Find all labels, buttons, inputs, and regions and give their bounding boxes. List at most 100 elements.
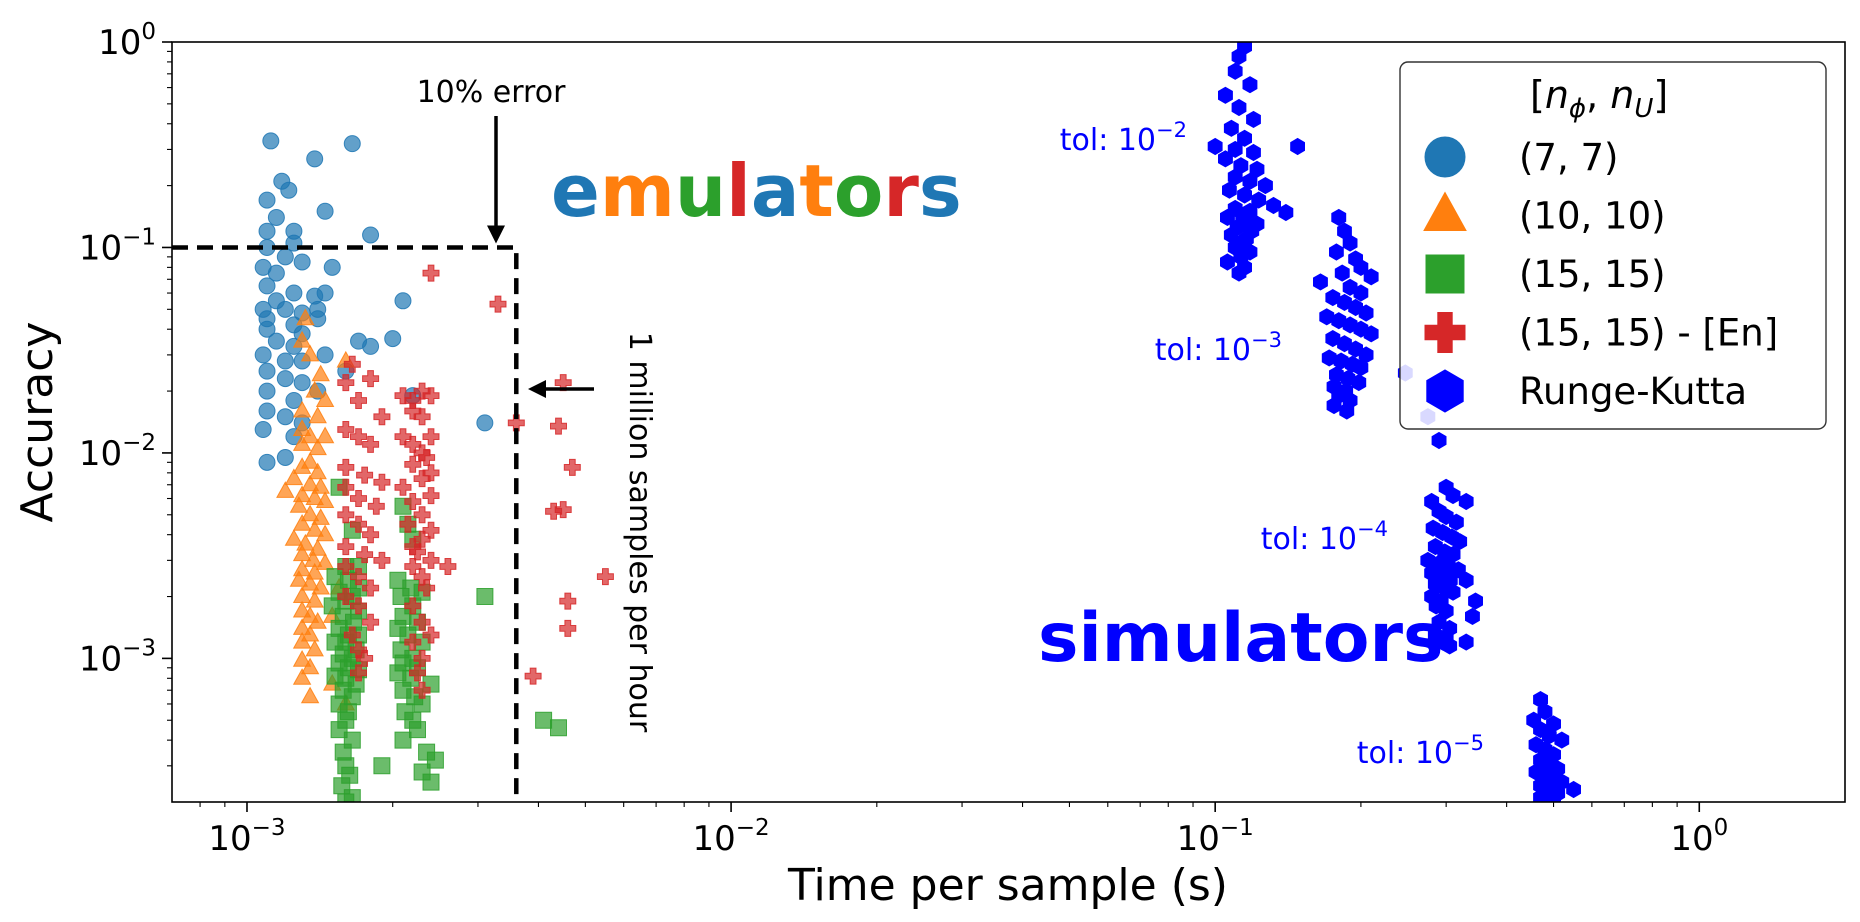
data-point xyxy=(439,558,457,575)
x-axis-label: Time per sample (s) xyxy=(787,860,1228,911)
data-point xyxy=(292,400,312,418)
series-1-points xyxy=(254,132,494,471)
data-point xyxy=(1337,335,1352,353)
data-point xyxy=(1445,583,1461,601)
data-point xyxy=(362,579,380,597)
data-point xyxy=(293,374,311,392)
tol-label: tol: 10−4 xyxy=(1261,517,1388,557)
data-point xyxy=(373,408,391,426)
data-point xyxy=(1325,330,1341,348)
data-point xyxy=(563,458,581,476)
data-point xyxy=(413,530,431,548)
data-point xyxy=(315,390,335,407)
rate-threshold-label: 1 million samples per hour xyxy=(622,332,657,733)
data-point xyxy=(413,681,431,699)
data-point xyxy=(1227,140,1243,158)
data-point xyxy=(292,649,312,667)
data-point xyxy=(350,597,367,615)
data-point xyxy=(311,477,330,494)
data-point xyxy=(276,248,294,266)
data-point xyxy=(316,284,334,302)
data-point xyxy=(1468,592,1483,610)
y-tick-label: 10−3 xyxy=(79,635,156,679)
data-point xyxy=(350,664,367,682)
data-point xyxy=(1449,513,1464,531)
data-point xyxy=(254,421,272,439)
data-point xyxy=(1431,431,1447,450)
data-point xyxy=(422,464,440,482)
data-point xyxy=(1329,243,1344,261)
series-5-points xyxy=(1207,42,1581,802)
data-point xyxy=(1445,487,1461,505)
data-point xyxy=(323,258,341,276)
data-point xyxy=(1334,264,1350,282)
data-point xyxy=(258,320,276,338)
data-point xyxy=(1220,208,1235,226)
data-point xyxy=(409,664,426,682)
data-point xyxy=(1554,731,1570,749)
legend-marker xyxy=(1424,136,1466,178)
series-2-points xyxy=(276,308,356,711)
data-point xyxy=(289,496,309,513)
data-point xyxy=(276,449,294,467)
data-point xyxy=(476,414,494,432)
data-point xyxy=(306,150,324,168)
emulators-label: emulators xyxy=(551,149,962,233)
data-point xyxy=(300,474,320,492)
data-point xyxy=(356,546,374,564)
data-point xyxy=(1353,258,1369,276)
data-point xyxy=(337,538,355,556)
legend-label: Runge-Kutta xyxy=(1519,370,1747,413)
data-point xyxy=(337,478,355,496)
y-tick-label: 10−1 xyxy=(79,224,156,268)
threshold-dashed-line xyxy=(172,245,519,802)
legend-marker xyxy=(1424,312,1466,353)
data-point xyxy=(409,543,426,561)
data-point xyxy=(1537,703,1553,721)
data-point xyxy=(1319,308,1335,326)
data-point xyxy=(373,551,391,569)
data-point xyxy=(350,568,367,586)
legend-label: (15, 15) - [En] xyxy=(1519,312,1778,355)
data-point xyxy=(362,613,380,631)
data-point xyxy=(337,458,355,476)
data-point xyxy=(315,524,335,542)
data-point xyxy=(293,253,311,271)
data-point xyxy=(1313,273,1328,291)
data-point xyxy=(413,613,431,631)
data-point xyxy=(422,264,440,282)
data-point xyxy=(373,473,391,491)
data-point xyxy=(337,374,355,392)
data-point xyxy=(280,181,298,199)
data-point xyxy=(422,773,440,791)
data-point xyxy=(343,355,361,373)
data-point xyxy=(296,308,315,326)
data-point xyxy=(476,588,494,605)
data-point xyxy=(1458,571,1474,589)
data-point xyxy=(550,719,567,737)
x-tick-label: 10−1 xyxy=(1177,815,1254,859)
data-point xyxy=(315,426,335,444)
data-point xyxy=(1218,86,1233,104)
data-point xyxy=(1458,492,1474,511)
y-tick-label: 100 xyxy=(98,19,156,63)
data-points xyxy=(254,42,1581,802)
data-point xyxy=(350,392,367,409)
data-point xyxy=(350,428,367,446)
data-point xyxy=(1339,402,1355,420)
data-point xyxy=(284,529,304,546)
data-point xyxy=(300,426,320,444)
data-point xyxy=(418,579,436,597)
data-point xyxy=(337,588,355,605)
data-point xyxy=(404,455,422,473)
data-point xyxy=(1353,284,1369,302)
data-point xyxy=(356,466,374,484)
data-point xyxy=(1358,304,1374,322)
data-point xyxy=(276,481,295,498)
data-point xyxy=(1220,253,1235,271)
series-4-points xyxy=(337,264,614,699)
data-point xyxy=(1231,47,1247,66)
data-point xyxy=(1458,633,1474,651)
data-point xyxy=(1451,561,1466,579)
error-arrow-head xyxy=(487,225,505,244)
